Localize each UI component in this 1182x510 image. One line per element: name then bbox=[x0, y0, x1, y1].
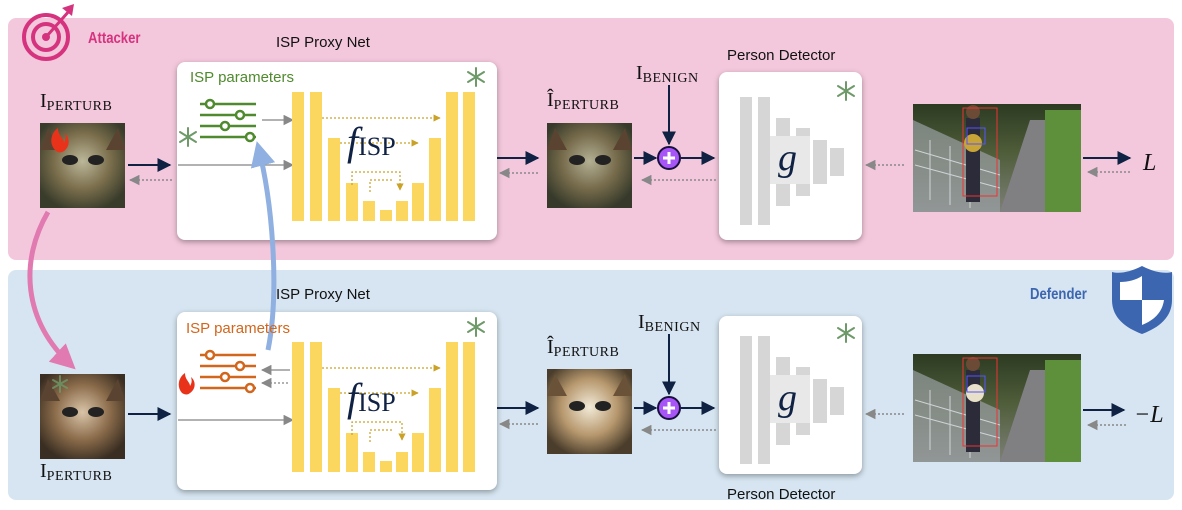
output-image-bottom bbox=[547, 369, 632, 454]
output-image-top bbox=[547, 123, 632, 208]
transfer-arrow-blue bbox=[250, 141, 277, 351]
benign-label-top: IBENIGN bbox=[636, 62, 699, 86]
input-perturb-label-bottom: IPERTURB bbox=[40, 460, 113, 484]
snowflake-icon bbox=[837, 81, 855, 101]
detection-scene-top bbox=[913, 104, 1081, 212]
fisp-label-bottom: fISP bbox=[347, 375, 396, 420]
snowflake-icon bbox=[179, 127, 197, 147]
output-perturb-label-bottom: ÎPERTURB bbox=[547, 336, 620, 360]
plus-circle-icon bbox=[657, 146, 681, 170]
skip-connections-bottom bbox=[322, 364, 441, 442]
attacker-label: Attacker bbox=[88, 30, 141, 47]
defender-label: Defender bbox=[1030, 286, 1087, 303]
skip-connections-top bbox=[322, 114, 441, 192]
fisp-label-top: fISP bbox=[347, 119, 396, 164]
detection-scene-bottom bbox=[913, 354, 1081, 462]
isp-parameters-label-top: ISP parameters bbox=[190, 69, 294, 86]
detector-title-bottom: Person Detector bbox=[727, 486, 836, 503]
isp-network-bars-bottom bbox=[292, 342, 475, 472]
output-perturb-label-top: ÎPERTURB bbox=[547, 89, 620, 113]
sliders-icon bbox=[200, 98, 256, 143]
detector-title-top: Person Detector bbox=[727, 47, 836, 64]
benign-label-bottom: IBENIGN bbox=[638, 311, 701, 335]
fire-icon bbox=[178, 373, 195, 395]
plus-circle-icon bbox=[657, 396, 681, 420]
detector-network-bottom bbox=[740, 336, 844, 464]
snowflake-icon bbox=[52, 375, 68, 393]
loss-label-top: L bbox=[1143, 150, 1157, 176]
isp-proxy-title-top: ISP Proxy Net bbox=[276, 34, 370, 51]
snowflake-icon bbox=[837, 323, 855, 343]
snowflake-icon bbox=[467, 67, 485, 87]
g-label-bottom: g bbox=[778, 377, 797, 419]
sliders-icon bbox=[200, 349, 256, 394]
input-perturb-label-top: IPERTURB bbox=[40, 90, 113, 114]
fire-icon bbox=[51, 128, 69, 153]
input-image-bottom bbox=[40, 374, 125, 459]
isp-network-bars-top bbox=[292, 92, 475, 221]
loss-label-bottom: −L bbox=[1134, 402, 1164, 428]
shield-icon bbox=[1112, 266, 1172, 334]
detector-network-top bbox=[740, 97, 844, 225]
isp-parameters-label-bottom: ISP parameters bbox=[186, 320, 290, 337]
snowflake-icon bbox=[467, 317, 485, 337]
isp-proxy-title-bottom: ISP Proxy Net bbox=[276, 286, 370, 303]
target-icon bbox=[22, 4, 74, 61]
g-label-top: g bbox=[778, 137, 797, 179]
transfer-arrow-pink bbox=[27, 210, 76, 370]
